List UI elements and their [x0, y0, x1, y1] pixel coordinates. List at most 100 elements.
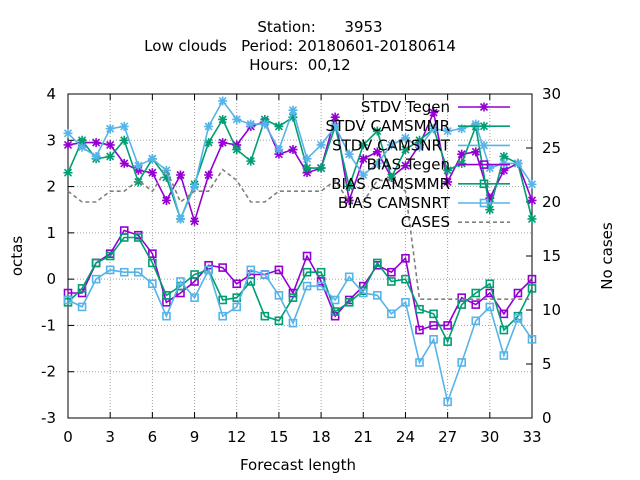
y-tick-label: 0 [46, 270, 56, 288]
x-mark [485, 205, 495, 215]
data-point-bias-tegen [471, 300, 481, 309]
data-point-bias-camsmmr [162, 291, 171, 300]
data-point-stdv-camsnrt [105, 124, 115, 134]
data-point-bias-camsmmr [485, 279, 495, 289]
data-point-bias-camsmmr [527, 284, 537, 293]
data-point-stdv-tegen [527, 195, 537, 205]
data-point-stdv-tegen [147, 168, 157, 178]
data-point-bias-tegen [513, 288, 523, 298]
x-mark [91, 151, 101, 161]
data-point-stdv-camsnrt [485, 163, 495, 173]
data-point-stdv-tegen [429, 108, 439, 118]
x-mark [429, 124, 439, 134]
x-mark [204, 138, 214, 148]
x-tick-label: 21 [354, 428, 373, 446]
data-point-stdv-tegen [499, 165, 509, 175]
data-point-stdv-camsnrt [133, 161, 143, 171]
x-mark [218, 138, 228, 148]
y-tick-label: 2 [46, 178, 56, 196]
data-point-stdv-camsnrt [443, 126, 453, 136]
chart-title-line-3: Hours: 00,12 [249, 56, 350, 74]
x-mark [471, 147, 481, 157]
x-mark [457, 124, 467, 134]
x-mark [415, 142, 425, 152]
x-mark [499, 165, 509, 175]
x-mark [513, 158, 523, 168]
x-mark [232, 140, 242, 150]
data-point-bias-camsmmr [415, 304, 424, 314]
data-point-stdv-camsmmr [204, 138, 214, 148]
data-point-bias-camsnrt [401, 297, 410, 307]
x-mark [105, 140, 115, 150]
data-point-bias-camsnrt [358, 288, 368, 298]
data-point-stdv-tegen [344, 195, 354, 205]
x-mark [400, 133, 410, 143]
x-mark [133, 165, 143, 175]
x-mark [175, 214, 185, 224]
data-point-bias-camsmmr [274, 316, 284, 326]
y2-tick-label: 30 [542, 85, 561, 103]
data-point-stdv-camsmmr [105, 151, 115, 161]
data-point-stdv-camsnrt [372, 158, 382, 168]
data-point-bias-camsnrt [429, 335, 438, 344]
legend-marker-stdv-camsmmr [479, 121, 489, 131]
x-mark [372, 147, 382, 157]
data-point-stdv-camsmmr [63, 168, 73, 178]
series-bias-tegen [63, 226, 537, 335]
x-mark [77, 142, 87, 152]
data-point-stdv-tegen [288, 145, 298, 155]
data-point-bias-camsmmr [387, 277, 396, 286]
x-mark [288, 145, 298, 155]
x-mark [119, 158, 129, 168]
data-point-stdv-camsmmr [274, 121, 284, 131]
x-mark [63, 168, 73, 178]
data-point-stdv-tegen [161, 195, 171, 205]
data-point-bias-camsnrt [457, 358, 466, 367]
data-point-stdv-camsnrt [344, 149, 354, 159]
data-point-stdv-camsnrt [161, 165, 171, 175]
data-point-stdv-camsmmr [400, 145, 410, 155]
series-layer [63, 96, 537, 407]
x-mark [218, 96, 228, 106]
data-point-bias-camsmmr [443, 337, 452, 346]
data-point-bias-tegen [274, 265, 284, 275]
data-point-stdv-camsnrt [429, 124, 439, 134]
y-axis-label: octas [8, 236, 26, 276]
data-point-bias-tegen [148, 249, 157, 258]
x-mark [527, 214, 537, 224]
data-point-bias-camsnrt [91, 274, 101, 284]
data-point-stdv-camsnrt [190, 182, 200, 192]
data-point-bias-camsmmr [148, 258, 157, 268]
data-point-stdv-camsnrt [274, 145, 284, 155]
data-point-stdv-tegen [190, 216, 200, 226]
data-point-stdv-tegen [400, 161, 410, 171]
data-point-stdv-camsmmr [232, 145, 242, 155]
y2-tick-label: 20 [542, 193, 561, 211]
data-point-bias-camsmmr [218, 295, 227, 305]
series-bias-camsmmr [63, 233, 537, 346]
x-mark [316, 163, 326, 173]
data-point-stdv-tegen [63, 140, 73, 150]
x-mark [288, 112, 298, 122]
y2-tick-label: 15 [542, 247, 561, 265]
data-point-bias-camsmmr [134, 233, 143, 242]
data-point-bias-tegen [330, 311, 340, 321]
data-point-stdv-tegen [119, 158, 129, 168]
data-point-bias-tegen [443, 321, 452, 330]
data-point-stdv-camsnrt [147, 154, 157, 164]
data-point-stdv-tegen [133, 165, 143, 175]
data-point-stdv-tegen [358, 154, 368, 164]
y-tick-label: -1 [41, 316, 56, 334]
data-point-bias-camsnrt [471, 316, 481, 326]
x-mark [147, 168, 157, 178]
data-point-stdv-tegen [330, 112, 340, 122]
data-point-bias-camsmmr [316, 267, 326, 277]
data-point-bias-tegen [401, 254, 410, 263]
x-mark [105, 151, 115, 161]
y-tick-label: 1 [46, 224, 56, 242]
y-tick-label: -3 [41, 409, 56, 427]
x-mark [246, 119, 256, 129]
data-point-bias-camsnrt [190, 293, 199, 302]
data-point-bias-camsnrt [485, 302, 495, 312]
data-point-stdv-camsnrt [232, 114, 242, 124]
